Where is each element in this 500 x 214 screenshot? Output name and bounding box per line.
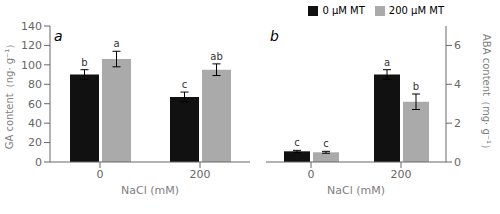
svg-text:NaCl (mM): NaCl (mM): [121, 184, 179, 197]
svg-text:NaCl (mM): NaCl (mM): [327, 184, 385, 197]
svg-text:2: 2: [454, 117, 461, 130]
html-text:200 μM MT: 200 μM MT: [388, 5, 444, 16]
svg-text:200: 200: [190, 168, 211, 181]
svg-text:c: c: [182, 79, 188, 90]
svg-text:0: 0: [308, 168, 315, 181]
svg-text:b: b: [413, 81, 419, 92]
svg-text:4: 4: [454, 78, 461, 91]
svg-text:6: 6: [454, 39, 461, 52]
svg-text:80: 80: [28, 78, 42, 91]
svg-text:20: 20: [28, 136, 42, 149]
svg-text:0: 0: [97, 168, 104, 181]
svg-text:0: 0: [454, 156, 461, 169]
svg-text:100: 100: [21, 59, 42, 72]
html-text:0 μM MT: 0 μM MT: [322, 5, 365, 16]
svg-text:120: 120: [21, 39, 42, 52]
html-text:b: b: [270, 28, 279, 44]
svg-text:a: a: [384, 57, 390, 68]
svg-text:c: c: [323, 138, 329, 149]
svg-text:140: 140: [21, 20, 42, 33]
svg-text:40: 40: [28, 117, 42, 130]
html-text:a: a: [54, 28, 63, 44]
svg-text:GA content（ng· g⁻¹）: GA content（ng· g⁻¹）: [8, 39, 15, 150]
svg-text:0: 0: [35, 156, 42, 169]
svg-text:c: c: [294, 137, 300, 148]
svg-text:200: 200: [391, 168, 412, 181]
svg-text:ABA content（mg· g⁻¹）: ABA content（mg· g⁻¹）: [481, 34, 492, 154]
svg-text:a: a: [113, 38, 119, 49]
svg-text:ab: ab: [210, 51, 222, 62]
svg-text:60: 60: [28, 98, 42, 111]
svg-text:b: b: [81, 57, 87, 68]
